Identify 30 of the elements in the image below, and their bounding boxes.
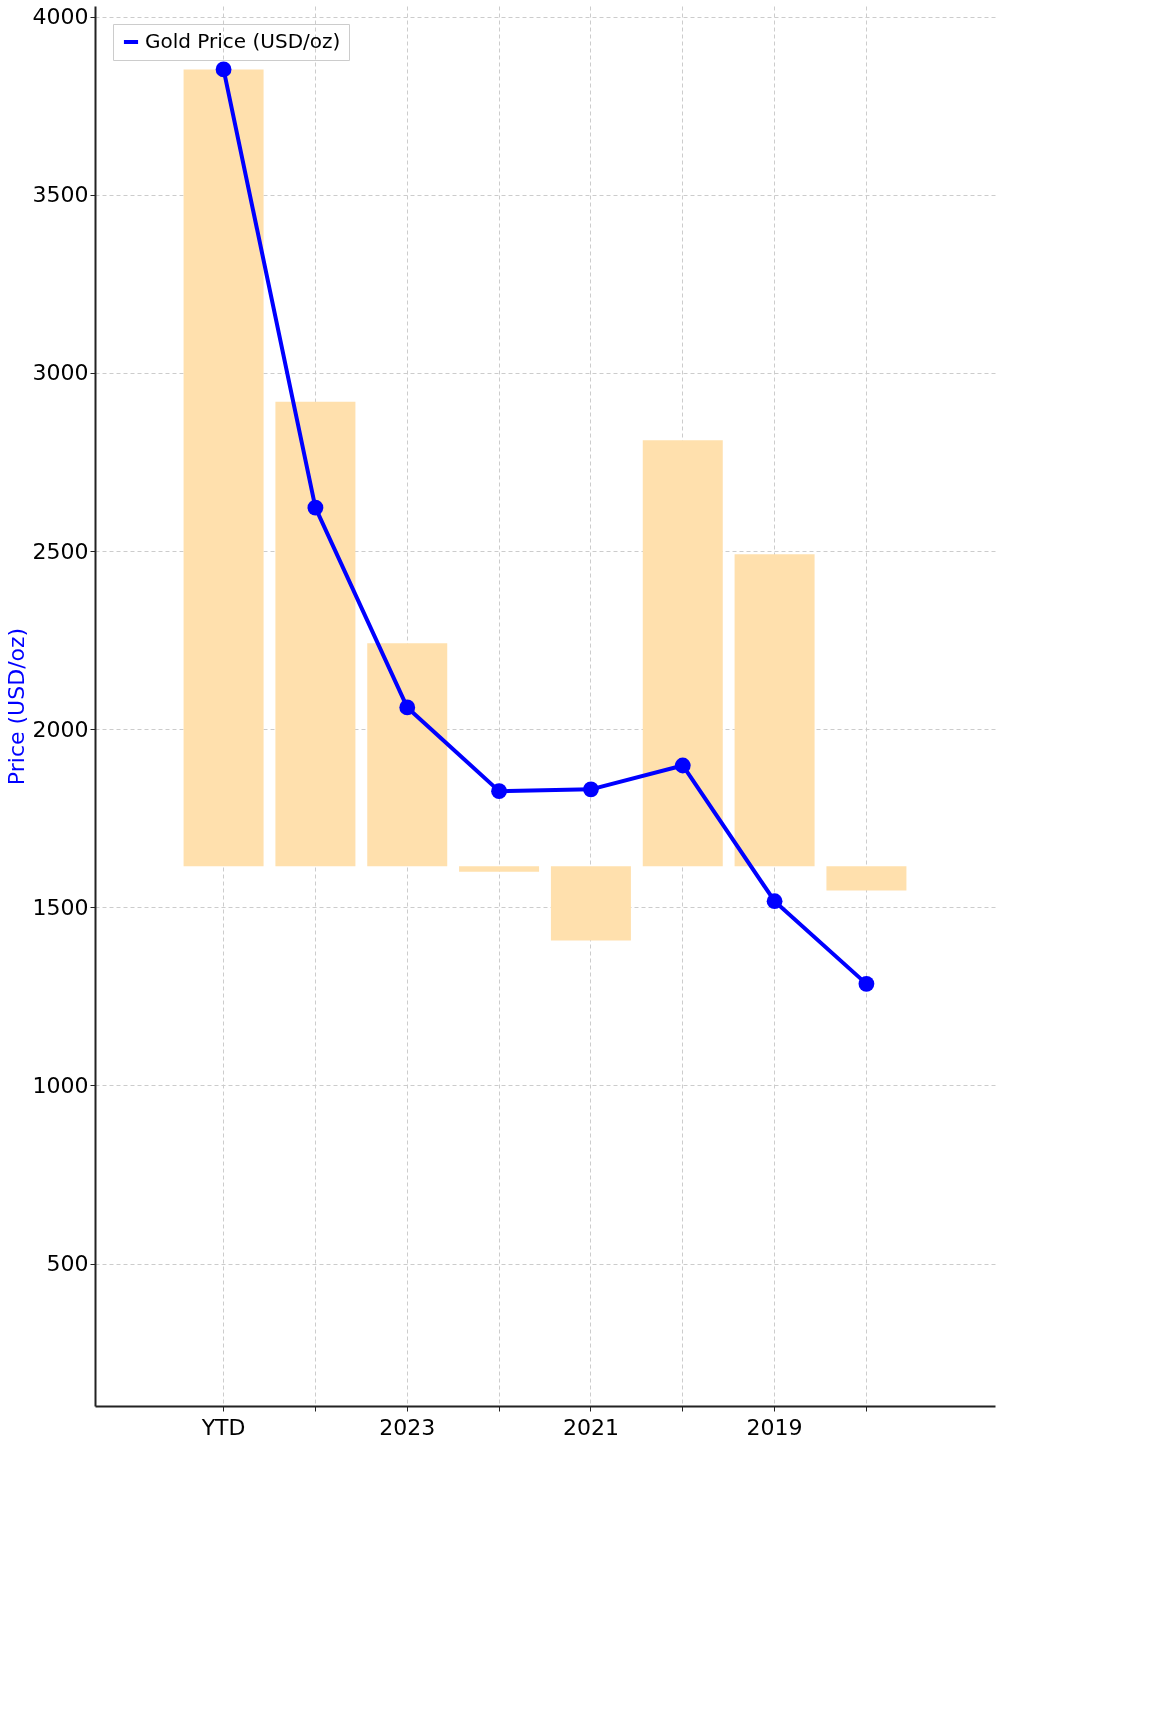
bar	[550, 866, 631, 941]
bar	[183, 69, 264, 867]
y-tick-label: 3500	[32, 182, 89, 208]
x-tick-label: 2023	[379, 1414, 436, 1440]
point	[766, 893, 783, 910]
point	[491, 783, 507, 800]
y-tick-label: 500	[46, 1251, 89, 1277]
y-tick-label: 1500	[32, 894, 89, 920]
y-tick-label: 2000	[32, 716, 89, 742]
y-tick-label: 3000	[32, 360, 89, 386]
point	[307, 499, 324, 516]
point	[399, 699, 416, 716]
point	[674, 757, 691, 774]
x-tick-label: 2021	[562, 1414, 619, 1440]
bar	[826, 866, 907, 891]
x-tick-label: YTD	[200, 1414, 246, 1440]
y-tick-label: 1000	[32, 1072, 89, 1098]
y-tick-label: 4000	[32, 4, 89, 30]
bar	[275, 401, 356, 867]
bar	[459, 866, 540, 872]
point	[215, 61, 232, 78]
bar	[642, 440, 723, 867]
y-tick-label: 2500	[32, 538, 89, 564]
bar	[734, 554, 815, 867]
bar	[367, 643, 448, 867]
legend-label: Gold Price (USD/oz)	[145, 29, 341, 53]
point	[583, 781, 599, 798]
y-axis-title: Price (USD/oz)	[3, 627, 29, 786]
point	[858, 975, 875, 992]
x-tick-label: 2019	[746, 1414, 803, 1440]
